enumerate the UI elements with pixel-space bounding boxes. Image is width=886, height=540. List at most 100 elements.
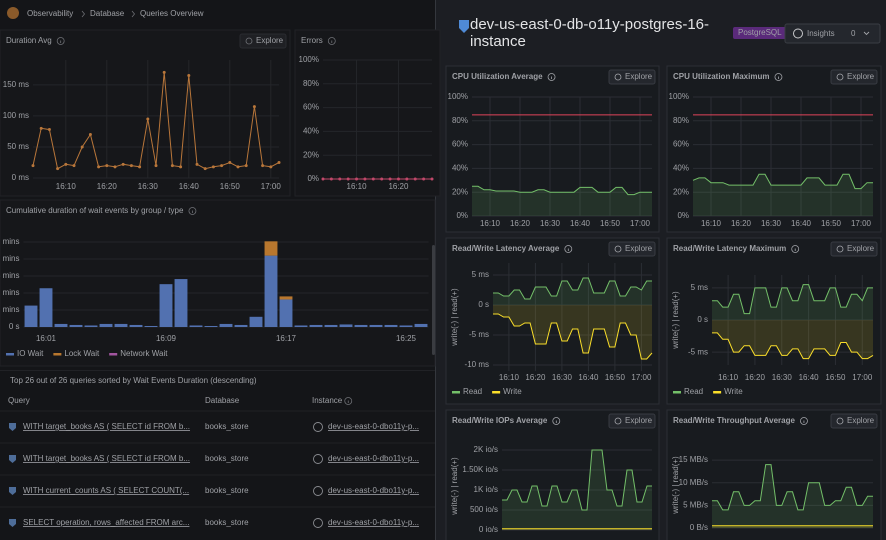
breadcrumb-item[interactable]: Observability (27, 9, 73, 18)
breadcrumb-item: Queries Overview (140, 9, 204, 18)
y-tick-label: 0 ms (12, 173, 29, 182)
point (363, 177, 367, 181)
panel (0, 29, 291, 197)
explore-button[interactable] (830, 69, 878, 85)
explore-label[interactable]: Explore (847, 72, 875, 81)
point (388, 177, 392, 181)
explore-label[interactable]: Explore (847, 244, 875, 253)
insights-button[interactable] (784, 23, 881, 44)
point (269, 165, 273, 169)
y-tick-label: 80% (452, 116, 468, 125)
point (203, 167, 207, 171)
line (502, 449, 652, 511)
table-link[interactable]: SELECT operation, rows_affected FROM arc… (23, 518, 189, 527)
logo (7, 7, 19, 19)
y-tick-label: 2K io/s (474, 445, 498, 454)
explore-icon (836, 73, 844, 81)
panel-title: Cumulative duration of wait events by gr… (6, 206, 184, 215)
point (187, 74, 191, 78)
point (129, 164, 133, 168)
x-tick-label: 16:40 (179, 182, 200, 191)
insights-icon (793, 28, 803, 39)
point (47, 128, 51, 132)
legend-label: Network Wait (120, 349, 168, 358)
insights-chevron (863, 31, 870, 36)
explore-button[interactable] (830, 241, 878, 257)
table-link[interactable]: dev-us-east-0-dbo11y-p... (328, 422, 419, 431)
point (236, 165, 240, 169)
x-tick-label: 16:40 (791, 219, 812, 228)
info-icon (327, 37, 336, 45)
y-tick-label: -10 ms (465, 360, 489, 369)
point (228, 160, 232, 164)
insights-label[interactable]: Insights (807, 29, 835, 38)
area-fill (493, 305, 652, 359)
y-axis-label: write(-) | read(+) (450, 457, 459, 516)
legend-label: Write (724, 387, 743, 396)
y-tick-label: 5 mins (0, 271, 20, 280)
x-tick-label: 17:00 (851, 219, 872, 228)
point (162, 70, 166, 74)
y-tick-label: 5 ms (472, 270, 489, 279)
y-axis-label: write(-) | read(+) (671, 456, 680, 515)
table-link[interactable]: WITH target_books AS ( SELECT id FROM b.… (23, 422, 190, 431)
explore-label[interactable]: Explore (256, 36, 284, 45)
query-icon (9, 519, 16, 527)
insights-count[interactable]: 0 (851, 29, 856, 38)
info-icon (188, 207, 197, 215)
panel (445, 409, 660, 540)
y-tick-label: 40% (452, 164, 468, 173)
explore-button[interactable] (608, 241, 656, 257)
bar-segment (129, 324, 143, 327)
y-tick-label: 20% (303, 150, 319, 159)
x-tick-label: 16:10 (701, 219, 722, 228)
instance-icon (313, 518, 323, 528)
x-tick-label: 16:30 (761, 219, 782, 228)
bar-segment (84, 325, 98, 327)
breadcrumb-separator (131, 10, 136, 18)
explore-label[interactable]: Explore (625, 416, 653, 425)
y-tick-label: 1.50K io/s (462, 465, 498, 474)
point (220, 164, 224, 168)
table-link[interactable]: dev-us-east-0-dbo11y-p... (328, 518, 419, 527)
explore-label[interactable]: Explore (625, 244, 653, 253)
line (493, 313, 653, 360)
explore-button[interactable] (239, 33, 287, 49)
table-link[interactable]: dev-us-east-0-dbo11y-p... (328, 454, 419, 463)
y-tick-label: 0 B/s (690, 523, 708, 532)
explore-label[interactable]: Explore (847, 416, 875, 425)
y-tick-label: 0 s (478, 300, 489, 309)
y-tick-label: -5 ms (688, 347, 708, 356)
point (80, 145, 84, 149)
point (380, 177, 384, 181)
x-tick-label: 16:50 (220, 182, 241, 191)
point (170, 164, 174, 168)
legend-swatch (6, 353, 14, 356)
explore-label[interactable]: Explore (625, 72, 653, 81)
y-tick-label: 0 io/s (479, 525, 498, 534)
explore-button[interactable] (608, 413, 656, 429)
breadcrumb-item[interactable]: Database (90, 9, 125, 18)
explore-button[interactable] (830, 413, 878, 429)
column-header: Query (8, 396, 30, 405)
table-link[interactable]: WITH target_books AS ( SELECT id FROM b.… (23, 454, 190, 463)
y-tick-label: -5 ms (469, 330, 489, 339)
table-link[interactable]: dev-us-east-0-dbo11y-p... (328, 486, 419, 495)
point (211, 165, 215, 169)
y-axis-label: write(-) | read(+) (450, 288, 459, 347)
point (396, 177, 400, 181)
explore-icon (836, 417, 844, 425)
explore-button[interactable] (608, 69, 656, 85)
explore-icon (614, 417, 622, 425)
bar-segment (69, 324, 83, 327)
y-tick-label: 60% (452, 140, 468, 149)
area-fill (493, 278, 652, 305)
y-tick-label: 80% (303, 79, 319, 88)
query-icon (9, 487, 16, 495)
explore-icon (614, 73, 622, 81)
point (422, 177, 426, 181)
legend-label: Write (503, 387, 522, 396)
point (105, 164, 109, 168)
table-link[interactable]: WITH current_counts AS ( SELECT COUNT(..… (23, 486, 189, 495)
line (692, 173, 873, 190)
